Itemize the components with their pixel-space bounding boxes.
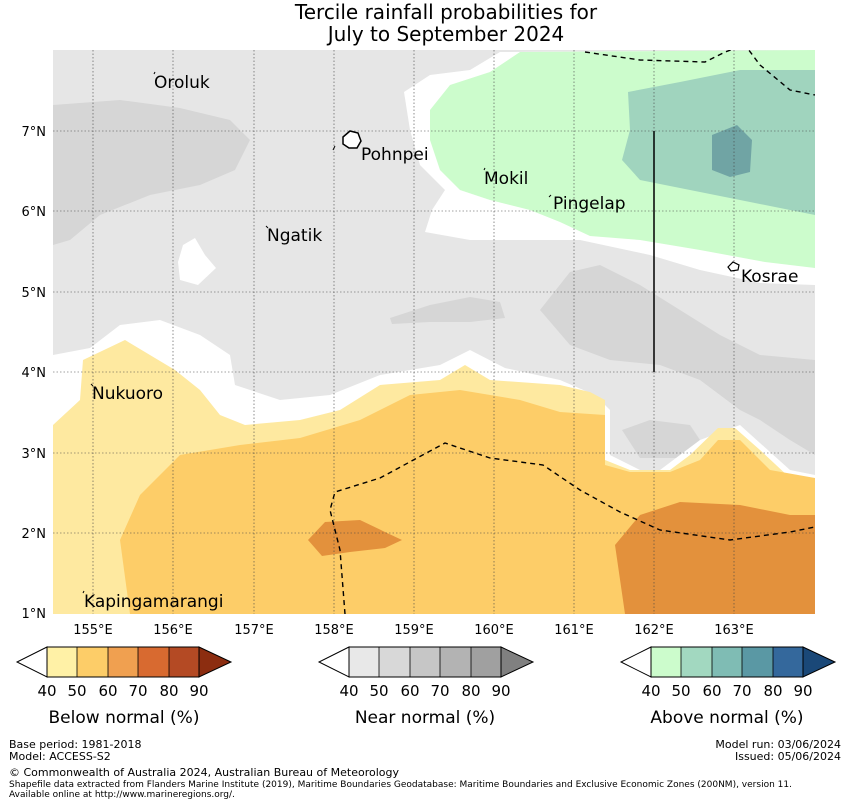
near-normal-50-region-west: [53, 100, 250, 245]
lon-tick-161: 161°E: [554, 623, 594, 638]
lon-tick-labels: 155°E 156°E 157°E 158°E 159°E 160°E 161°…: [73, 623, 754, 638]
below-normal-60-region-east: [615, 502, 815, 614]
colorbar-above-tick: 90: [793, 682, 812, 700]
colorbar-near-bin-5: [471, 647, 501, 677]
colorbar-below-bin-3: [108, 647, 138, 677]
colorbar-near-arrow-left: [317, 646, 350, 678]
lon-tick-159: 159°E: [394, 623, 434, 638]
lon-tick-162: 162°E: [634, 623, 674, 638]
colorbar-near-bin-1: [349, 647, 379, 677]
lat-tick-3: 3°N: [22, 447, 47, 462]
colorbar-near-tick: 80: [461, 682, 480, 700]
place-label-nukuoro: Nukuoro: [92, 384, 163, 404]
near-normal-50-region-central: [390, 297, 505, 324]
pohnpei-island-shape: [342, 130, 362, 149]
colorbar-above-title: Above normal (%): [650, 708, 803, 728]
place-labels: Oroluk Pohnpei Mokil Pingelap Ngatik Kos…: [84, 73, 798, 612]
near-normal-50-region-east: [540, 265, 815, 455]
colorbar-near-tick: 90: [491, 682, 510, 700]
below-normal-60-region-central: [308, 520, 402, 556]
footer-shapefile: Shapefile data extracted from Flanders M…: [9, 780, 792, 790]
colorbar-above-tick: 50: [671, 682, 690, 700]
colorbar-near-bin-4: [440, 647, 471, 677]
lat-tick-1: 1°N: [22, 607, 47, 622]
lat-tick-5: 5°N: [22, 286, 47, 301]
colorbar-above-tick: 80: [763, 682, 782, 700]
lat-tick-6: 6°N: [22, 205, 47, 220]
colorbar-above-bin-2: [681, 647, 712, 677]
colorbar-below-bin-2: [77, 647, 108, 677]
colorbar-above-tick: 40: [641, 682, 660, 700]
colorbar-below-tick: 70: [128, 682, 147, 700]
lat-tick-4: 4°N: [22, 366, 47, 381]
colorbar-near-title: Near normal (%): [355, 708, 495, 728]
colorbar-below-arrow-right: [198, 646, 233, 678]
place-label-kosrae: Kosrae: [741, 267, 798, 287]
colorbar-below-tick: 60: [98, 682, 117, 700]
footer-issued: Issued: 05/06/2024: [734, 750, 841, 763]
place-label-kapingamarangi: Kapingamarangi: [84, 592, 223, 612]
colorbar-above-bin-1: [651, 647, 681, 677]
lon-tick-163: 163°E: [714, 623, 754, 638]
colorbar-above-arrow-left: [619, 646, 652, 678]
lon-tick-157: 157°E: [234, 623, 274, 638]
lon-tick-155: 155°E: [73, 623, 113, 638]
near-normal-50-region-southeast: [622, 420, 700, 458]
colorbar-below-title: Below normal (%): [49, 708, 200, 728]
footer-available: Available online at http://www.marinereg…: [9, 790, 235, 800]
place-label-pohnpei: Pohnpei: [361, 145, 429, 165]
colorbar-near-bin-2: [379, 647, 410, 677]
footer-model: Model: ACCESS-S2: [9, 750, 111, 763]
map-title-line2: July to September 2024: [327, 22, 565, 46]
colorbar-near-arrow-right: [500, 646, 535, 678]
colorbar-below-bin-5: [169, 647, 199, 677]
graticule: [53, 50, 815, 614]
lon-tick-156: 156°E: [153, 623, 193, 638]
colorbar-above-arrow-right: [802, 646, 837, 678]
lat-tick-labels: 1°N 2°N 3°N 4°N 5°N 6°N 7°N: [22, 125, 47, 622]
colorbar-above-tick: 70: [732, 682, 751, 700]
lon-tick-160: 160°E: [474, 623, 514, 638]
colorbar-near-tick: 40: [339, 682, 358, 700]
colorbar-below-bin-1: [47, 647, 77, 677]
colorbar-below-bin-4: [138, 647, 169, 677]
footer-copyright: © Commonwealth of Australia 2024, Austra…: [9, 766, 399, 779]
colorbar-below-normal: 40 50 60 70 80 90 Below normal (%): [15, 646, 233, 728]
colorbar-near-tick: 50: [369, 682, 388, 700]
lon-tick-158: 158°E: [314, 623, 354, 638]
eez-boundary: [329, 50, 815, 614]
colorbar-near-normal: 40 50 60 70 80 90 Near normal (%): [317, 646, 535, 728]
lat-tick-7: 7°N: [22, 125, 47, 140]
colorbar-below-tick: 40: [37, 682, 56, 700]
footer-base-period: Base period: 1981-2018: [9, 738, 142, 751]
island-dots: [82, 71, 552, 594]
colorbar-below-tick: 50: [67, 682, 86, 700]
kosrae-island-shape: [727, 261, 740, 272]
place-label-oroluk: Oroluk: [154, 73, 210, 93]
place-label-pingelap: Pingelap: [553, 194, 626, 214]
colorbar-near-tick: 70: [430, 682, 449, 700]
colorbar-below-tick: 80: [159, 682, 178, 700]
colorbar-below-tick: 90: [189, 682, 208, 700]
place-label-mokil: Mokil: [484, 169, 528, 189]
colorbar-below-arrow-left: [15, 646, 48, 678]
colorbar-above-tick: 60: [702, 682, 721, 700]
place-label-ngatik: Ngatik: [267, 226, 322, 246]
colorbar-near-bin-3: [410, 647, 440, 677]
colorbar-above-bin-5: [773, 647, 803, 677]
colorbar-near-tick: 60: [400, 682, 419, 700]
above-normal-60-region: [712, 125, 752, 177]
colorbar-above-normal: 40 50 60 70 80 90 Above normal (%): [619, 646, 837, 728]
map-area: [53, 50, 815, 614]
lat-tick-2: 2°N: [22, 527, 47, 542]
map-title-line1: Tercile rainfall probabilities for: [294, 0, 598, 24]
footer-model-run: Model run: 03/06/2024: [715, 738, 841, 751]
colorbar-above-bin-4: [742, 647, 773, 677]
white-patch-ngatik: [178, 238, 216, 285]
colorbar-above-bin-3: [712, 647, 742, 677]
